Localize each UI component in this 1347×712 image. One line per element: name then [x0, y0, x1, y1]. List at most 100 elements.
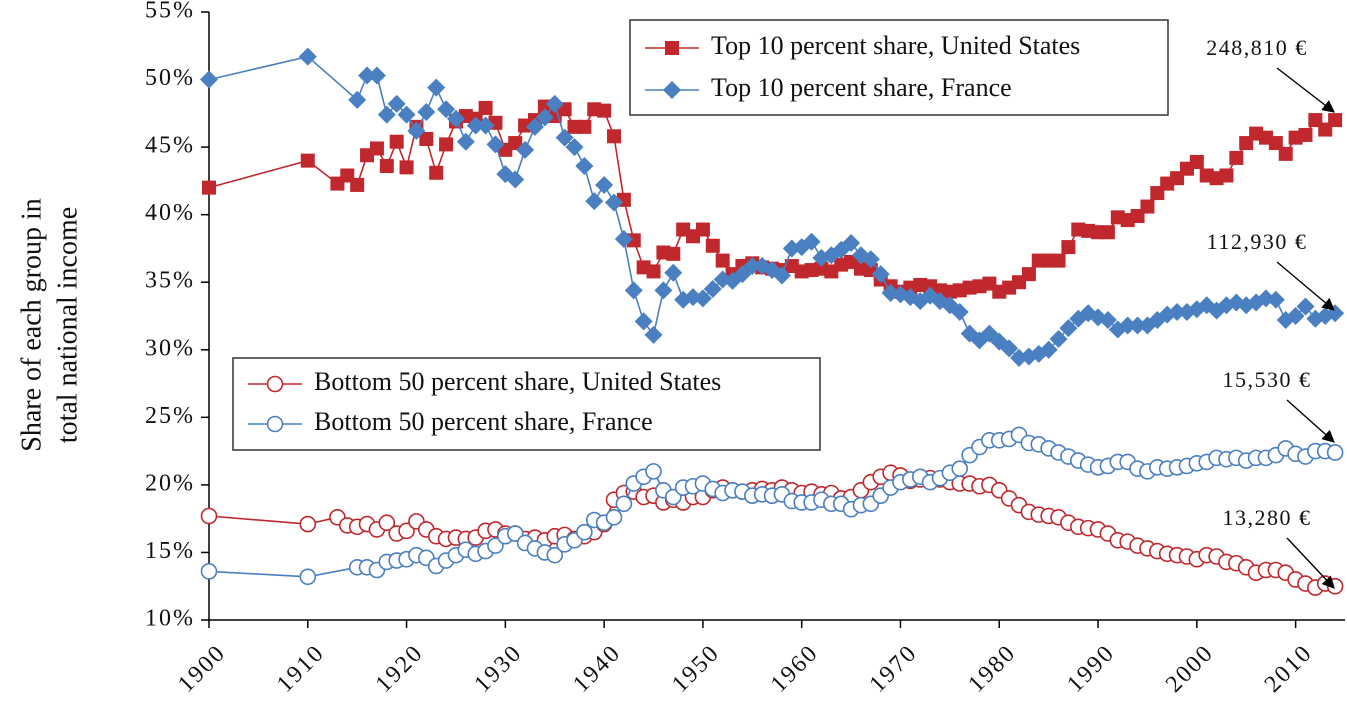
marker [446, 109, 465, 128]
marker [615, 495, 633, 513]
y-axis-label: Share of each group in [16, 198, 47, 451]
marker [486, 135, 505, 154]
legend-marker [266, 415, 284, 433]
x-tick-label: 1910 [272, 640, 330, 698]
marker [802, 232, 821, 251]
marker [299, 515, 317, 533]
marker [506, 170, 525, 189]
marker [1168, 302, 1187, 321]
marker [439, 137, 454, 152]
marker [1286, 307, 1305, 325]
legend-marker [665, 41, 679, 55]
marker [666, 246, 681, 261]
marker [407, 121, 426, 140]
marker [419, 132, 434, 147]
marker [478, 100, 493, 115]
legend-label: Top 10 percent share, United States [711, 31, 1080, 60]
marker [358, 66, 377, 85]
annotation-arrow [1276, 261, 1335, 311]
legend-marker [266, 375, 284, 393]
marker [202, 180, 216, 195]
marker [389, 134, 404, 149]
marker [1296, 297, 1315, 316]
marker [1298, 127, 1313, 142]
x-tick-label: 1950 [667, 640, 725, 698]
marker [1278, 146, 1293, 161]
marker [417, 102, 436, 121]
y-tick-label: 50% [145, 65, 195, 91]
marker [487, 537, 504, 554]
marker [200, 507, 218, 525]
marker [644, 325, 663, 344]
y-tick-label: 45% [145, 133, 195, 159]
marker [950, 302, 969, 321]
marker [508, 136, 523, 151]
y-tick-label: 30% [145, 335, 195, 361]
marker [200, 563, 218, 580]
marker [654, 281, 673, 300]
marker [200, 70, 218, 89]
x-tick-label: 1960 [766, 640, 824, 698]
marker [377, 105, 396, 124]
marker [1039, 340, 1058, 359]
marker [1326, 444, 1344, 461]
x-tick-label: 1980 [963, 640, 1021, 698]
marker [546, 546, 564, 564]
marker [705, 238, 720, 253]
legend-label: Bottom 50 percent share, France [314, 407, 653, 436]
marker [851, 246, 870, 265]
marker [715, 253, 730, 268]
marker [1128, 316, 1147, 335]
x-tick-label: 2010 [1260, 640, 1318, 698]
marker [456, 132, 475, 151]
marker [861, 250, 880, 269]
marker [437, 100, 456, 119]
y-tick-label: 10% [145, 606, 195, 632]
marker [1059, 319, 1078, 338]
marker [565, 138, 584, 157]
marker [379, 159, 394, 174]
marker [555, 128, 574, 147]
marker [614, 229, 633, 248]
marker [575, 157, 594, 176]
marker [1268, 136, 1283, 151]
y-tick-label: 35% [145, 268, 195, 294]
marker [545, 94, 564, 113]
x-tick-label: 2000 [1161, 640, 1219, 698]
x-tick-label: 1940 [568, 640, 626, 698]
marker [607, 129, 622, 144]
marker [350, 177, 365, 192]
annotation-arrow [1286, 537, 1335, 589]
annotation-arrow [1276, 67, 1335, 113]
annotation: 248,810 € [1206, 35, 1308, 60]
y-tick-label: 25% [145, 403, 195, 429]
marker [476, 116, 495, 135]
marker [1100, 225, 1115, 240]
marker [466, 116, 485, 135]
marker [693, 289, 712, 308]
marker [1021, 267, 1036, 282]
annotation-arrow [1286, 399, 1335, 443]
marker [300, 153, 315, 168]
legend-box [232, 357, 821, 451]
marker [1189, 154, 1204, 169]
marker [516, 140, 535, 159]
marker [585, 192, 604, 211]
marker [397, 105, 416, 124]
legend-label: Bottom 50 percent share, United States [314, 367, 721, 396]
x-tick-label: 1920 [371, 640, 429, 698]
marker [842, 234, 861, 253]
marker [605, 509, 623, 526]
marker [871, 265, 890, 284]
marker [299, 568, 317, 586]
marker [387, 94, 406, 113]
marker [695, 222, 710, 237]
marker [1266, 290, 1285, 309]
marker [577, 119, 592, 134]
marker [427, 78, 446, 97]
marker [378, 514, 396, 532]
annotation: 15,530 € [1223, 367, 1312, 392]
marker [1326, 577, 1344, 595]
marker [367, 66, 386, 85]
y-tick-label: 20% [145, 470, 195, 496]
